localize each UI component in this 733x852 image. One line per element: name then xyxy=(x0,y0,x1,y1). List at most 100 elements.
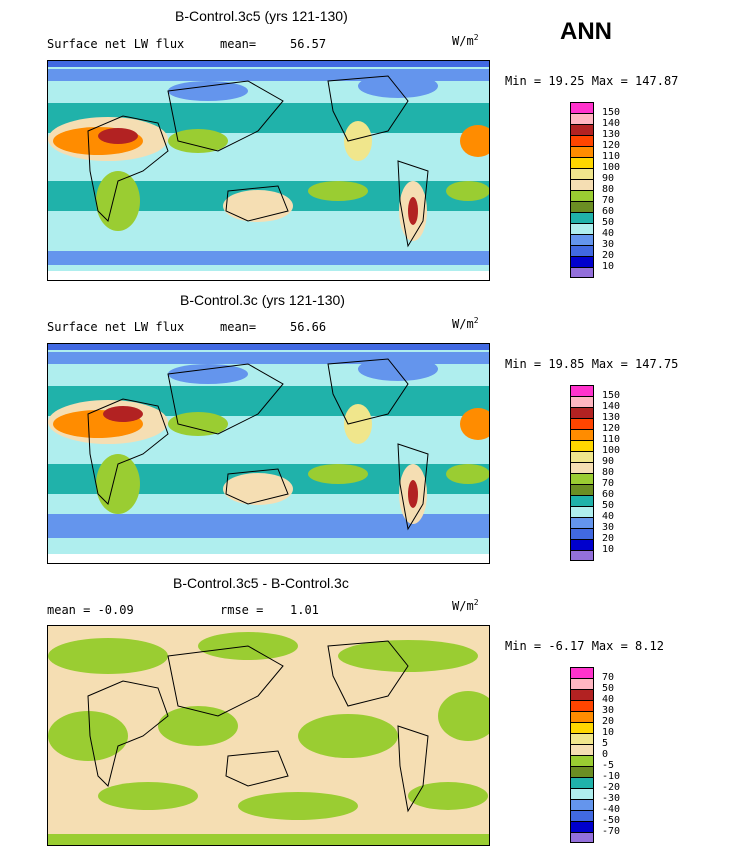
colorbar-label: 30 xyxy=(602,705,615,716)
colorbar-swatch xyxy=(570,124,594,135)
colorbar-label: 150 xyxy=(602,390,621,401)
colorbar-swatch xyxy=(570,700,594,711)
colorbar-swatch xyxy=(570,810,594,821)
colorbar-label: 40 xyxy=(602,228,615,239)
colorbar-swatch xyxy=(570,473,594,484)
colorbar-label: 5 xyxy=(602,738,609,749)
colorbar-label: -20 xyxy=(602,782,621,793)
colorbar-label: -50 xyxy=(602,815,621,826)
colorbar-label: 120 xyxy=(602,140,621,151)
panel1-minmax: Min = 19.25 Max = 147.87 xyxy=(505,74,679,88)
colorbar-label: 120 xyxy=(602,423,621,434)
colorbar-label: 100 xyxy=(602,445,621,456)
colorbar-swatch xyxy=(570,385,594,396)
colorbar-swatch xyxy=(570,777,594,788)
colorbar-swatch xyxy=(570,418,594,429)
colorbar-swatch xyxy=(570,234,594,245)
panel2-minmax: Min = 19.85 Max = 147.75 xyxy=(505,357,679,371)
colorbar-swatch xyxy=(570,689,594,700)
colorbar-label: 50 xyxy=(602,683,615,694)
colorbar-label: 140 xyxy=(602,401,621,412)
panel1-mean-value: 56.57 xyxy=(290,37,327,51)
panel3-colorbar: 70 50 40 30 20 10 5 0 -5 -10 -20 -30 -40 -50 -70 xyxy=(570,667,620,843)
colorbar-swatch xyxy=(570,157,594,168)
colorbar-swatch xyxy=(570,517,594,528)
colorbar-swatch xyxy=(570,678,594,689)
colorbar-label: 70 xyxy=(602,195,615,206)
panel3-rmse-label: rmse = xyxy=(220,603,264,617)
panel3-units: W/m2 xyxy=(452,598,479,613)
colorbar-swatch xyxy=(570,190,594,201)
colorbar-label: 100 xyxy=(602,162,621,173)
colorbar-swatch xyxy=(570,766,594,777)
colorbar-label: 10 xyxy=(602,544,615,555)
colorbar-swatch xyxy=(570,667,594,678)
colorbar-swatch xyxy=(570,212,594,223)
colorbar-swatch xyxy=(570,113,594,124)
panel2-colorbar: 150 140 130 120 110 100 90 80 70 60 50 40 30 20 10 xyxy=(570,385,620,561)
colorbar-label: 150 xyxy=(602,107,621,118)
colorbar-swatch xyxy=(570,821,594,832)
colorbar-swatch xyxy=(570,528,594,539)
panel2-mean-label: mean= xyxy=(220,320,257,334)
panel1-mean-label: mean= xyxy=(220,37,257,51)
colorbar-swatch xyxy=(570,744,594,755)
colorbar-label: 10 xyxy=(602,261,615,272)
colorbar-label: -5 xyxy=(602,760,615,771)
colorbar-label: 10 xyxy=(602,727,615,738)
colorbar-swatch xyxy=(570,256,594,267)
colorbar-swatch xyxy=(570,245,594,256)
colorbar-label: -70 xyxy=(602,826,621,837)
colorbar-swatch xyxy=(570,788,594,799)
colorbar-swatch xyxy=(570,135,594,146)
panel2-map xyxy=(47,343,490,564)
colorbar-swatch xyxy=(570,711,594,722)
colorbar-swatch xyxy=(570,539,594,550)
colorbar-swatch xyxy=(570,462,594,473)
colorbar-label: 20 xyxy=(602,533,615,544)
colorbar-swatch xyxy=(570,755,594,766)
colorbar-swatch xyxy=(570,168,594,179)
colorbar-swatch xyxy=(570,201,594,212)
colorbar-swatch xyxy=(570,396,594,407)
panel1-title: B-Control.3c5 (yrs 121-130) xyxy=(175,8,348,24)
colorbar-label: 30 xyxy=(602,239,615,250)
panel2-field-label: Surface net LW flux xyxy=(47,320,185,334)
colorbar-label: -40 xyxy=(602,804,621,815)
colorbar-label: 40 xyxy=(602,511,615,522)
colorbar-label: 60 xyxy=(602,489,615,500)
colorbar-label: 30 xyxy=(602,522,615,533)
colorbar-label: 130 xyxy=(602,412,621,423)
panel3-map xyxy=(47,625,490,846)
panel2-title: B-Control.3c (yrs 121-130) xyxy=(180,292,345,308)
colorbar-label: 140 xyxy=(602,118,621,129)
colorbar-label: 130 xyxy=(602,129,621,140)
colorbar-label: 110 xyxy=(602,434,621,445)
panel3-minmax: Min = -6.17 Max = 8.12 xyxy=(505,639,664,653)
colorbar-label: 70 xyxy=(602,672,615,683)
colorbar-swatch xyxy=(570,550,594,561)
colorbar-label: 60 xyxy=(602,206,615,217)
colorbar-label: 50 xyxy=(602,217,615,228)
colorbar-label: -30 xyxy=(602,793,621,804)
colorbar-swatch xyxy=(570,832,594,843)
colorbar-swatch xyxy=(570,407,594,418)
panel1-units: W/m2 xyxy=(452,33,479,48)
panel3-mean-text: mean = -0.09 xyxy=(47,603,134,617)
panel1-map xyxy=(47,60,490,281)
colorbar-label: -10 xyxy=(602,771,621,782)
panel1-colorbar: 150 140 130 120 110 100 90 80 70 60 50 40 30 20 10 xyxy=(570,102,620,278)
colorbar-swatch xyxy=(570,799,594,810)
colorbar-label: 20 xyxy=(602,250,615,261)
panel3-title: B-Control.3c5 - B-Control.3c xyxy=(173,575,349,591)
colorbar-label: 0 xyxy=(602,749,609,760)
colorbar-label: 90 xyxy=(602,173,615,184)
colorbar-swatch xyxy=(570,484,594,495)
colorbar-swatch xyxy=(570,722,594,733)
colorbar-swatch xyxy=(570,102,594,113)
colorbar-label: 80 xyxy=(602,467,615,478)
colorbar-label: 90 xyxy=(602,456,615,467)
colorbar-swatch xyxy=(570,179,594,190)
colorbar-swatch xyxy=(570,429,594,440)
panel2-units: W/m2 xyxy=(452,316,479,331)
